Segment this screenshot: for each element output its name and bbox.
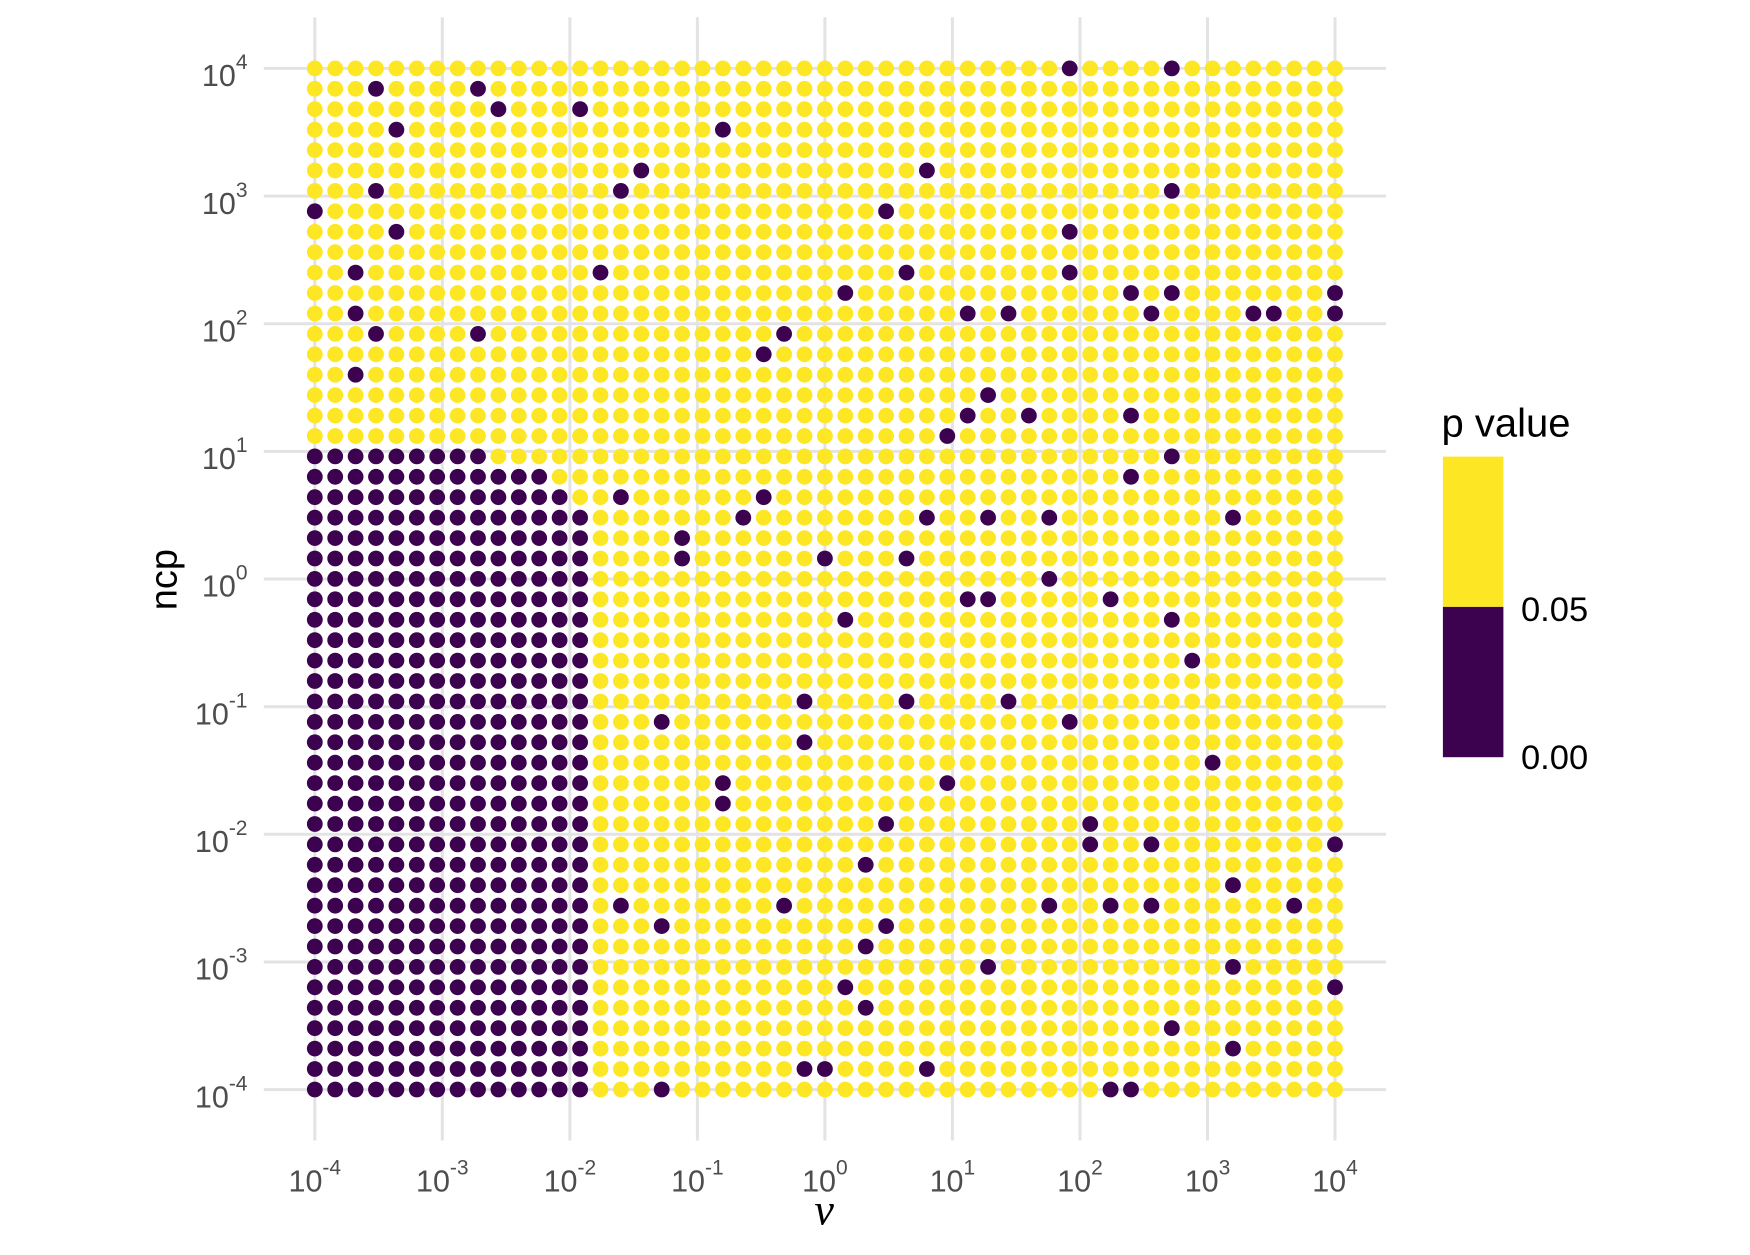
svg-text:ncp: ncp [144,549,186,610]
svg-text:ν: ν [814,1185,834,1234]
svg-text:p value: p value [1442,402,1571,446]
svg-text:0.05: 0.05 [1521,591,1588,629]
svg-text:0.00: 0.00 [1521,739,1588,777]
